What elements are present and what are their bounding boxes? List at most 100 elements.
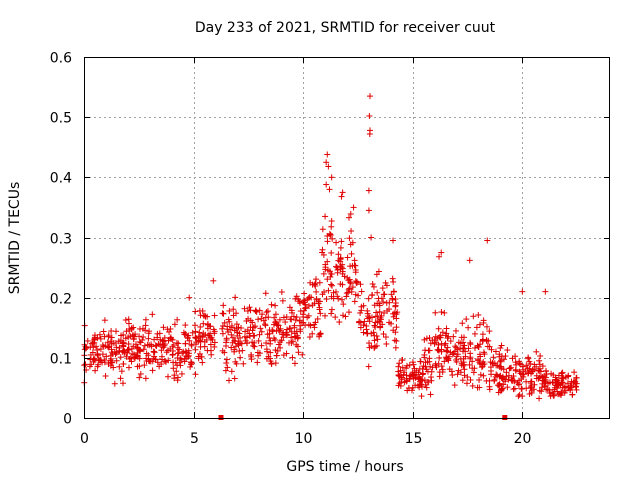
- y-tick-label: 0.1: [50, 352, 72, 368]
- data-point: [173, 368, 180, 375]
- data-point: [314, 315, 321, 322]
- data-point: [443, 354, 450, 361]
- data-point: [269, 328, 276, 335]
- data-point: [432, 360, 439, 367]
- data-point: [460, 334, 467, 341]
- data-point: [87, 356, 94, 363]
- data-point: [454, 346, 461, 353]
- data-point: [249, 339, 256, 346]
- data-point: [86, 363, 93, 370]
- data-point: [463, 380, 470, 387]
- data-point: [555, 391, 562, 398]
- data-point: [459, 320, 466, 327]
- data-point-zero: [502, 415, 508, 420]
- data-point: [445, 333, 452, 340]
- data-point: [470, 313, 477, 320]
- data-point: [185, 353, 192, 360]
- data-point: [111, 380, 118, 387]
- data-point: [543, 367, 550, 374]
- data-point: [101, 333, 108, 340]
- data-point: [252, 307, 259, 314]
- data-point: [538, 388, 545, 395]
- data-point: [244, 340, 251, 347]
- data-point: [316, 298, 323, 305]
- data-point: [197, 312, 204, 319]
- data-point: [528, 368, 535, 375]
- data-point: [305, 312, 312, 319]
- x-tick-label: 10: [295, 431, 313, 447]
- data-point: [392, 303, 399, 310]
- data-point: [256, 307, 263, 314]
- data-point: [515, 393, 522, 400]
- data-point: [420, 370, 427, 377]
- data-point: [283, 313, 290, 320]
- data-point: [422, 363, 429, 370]
- data-point: [398, 357, 405, 364]
- data-point: [390, 278, 397, 285]
- data-point: [464, 374, 471, 381]
- data-point: [219, 330, 226, 337]
- data-point: [254, 359, 261, 366]
- y-tick-label: 0.3: [50, 232, 72, 248]
- data-point-zero: [218, 415, 224, 420]
- data-point: [365, 295, 372, 302]
- data-point: [329, 235, 336, 242]
- data-point: [342, 313, 349, 320]
- data-point: [220, 302, 227, 309]
- data-point: [160, 324, 167, 331]
- data-point: [562, 387, 569, 394]
- data-point: [149, 367, 156, 374]
- data-point: [452, 343, 459, 350]
- data-point: [279, 297, 286, 304]
- data-point: [255, 337, 262, 344]
- data-point: [357, 309, 364, 316]
- data-point: [295, 349, 302, 356]
- data-point: [169, 351, 176, 358]
- data-point: [211, 330, 218, 337]
- data-point: [286, 304, 293, 311]
- data-point: [333, 264, 340, 271]
- data-point: [386, 306, 393, 313]
- data-point: [136, 374, 143, 381]
- data-point-outlier: [542, 288, 549, 295]
- data-point: [432, 309, 439, 316]
- data-point: [573, 380, 580, 387]
- data-point: [182, 322, 189, 329]
- data-point: [280, 352, 287, 359]
- data-point: [220, 310, 227, 317]
- data-point: [264, 331, 271, 338]
- data-point-outlier: [366, 112, 373, 119]
- data-point: [231, 375, 238, 382]
- data-point: [292, 317, 299, 324]
- data-point: [334, 266, 341, 273]
- data-point: [278, 289, 285, 296]
- data-point: [142, 375, 149, 382]
- data-point: [178, 370, 185, 377]
- data-point: [486, 343, 493, 350]
- data-point: [443, 330, 450, 337]
- data-point: [498, 353, 505, 360]
- data-point: [336, 319, 343, 326]
- data-point: [108, 328, 115, 335]
- data-point: [382, 279, 389, 286]
- data-point: [486, 386, 493, 393]
- data-point: [307, 279, 314, 286]
- data-point: [87, 351, 94, 358]
- data-point: [493, 371, 500, 378]
- data-point: [510, 386, 517, 393]
- data-point: [174, 374, 181, 381]
- data-point: [108, 334, 115, 341]
- data-point: [499, 385, 506, 392]
- data-point: [104, 343, 111, 350]
- data-point: [180, 329, 187, 336]
- data-point: [121, 349, 128, 356]
- data-point-outlier: [390, 237, 397, 244]
- data-point: [151, 336, 158, 343]
- data-point: [502, 378, 509, 385]
- data-point: [380, 299, 387, 306]
- data-point: [313, 296, 320, 303]
- data-point: [417, 358, 424, 365]
- data-point: [243, 334, 250, 341]
- data-point: [423, 335, 430, 342]
